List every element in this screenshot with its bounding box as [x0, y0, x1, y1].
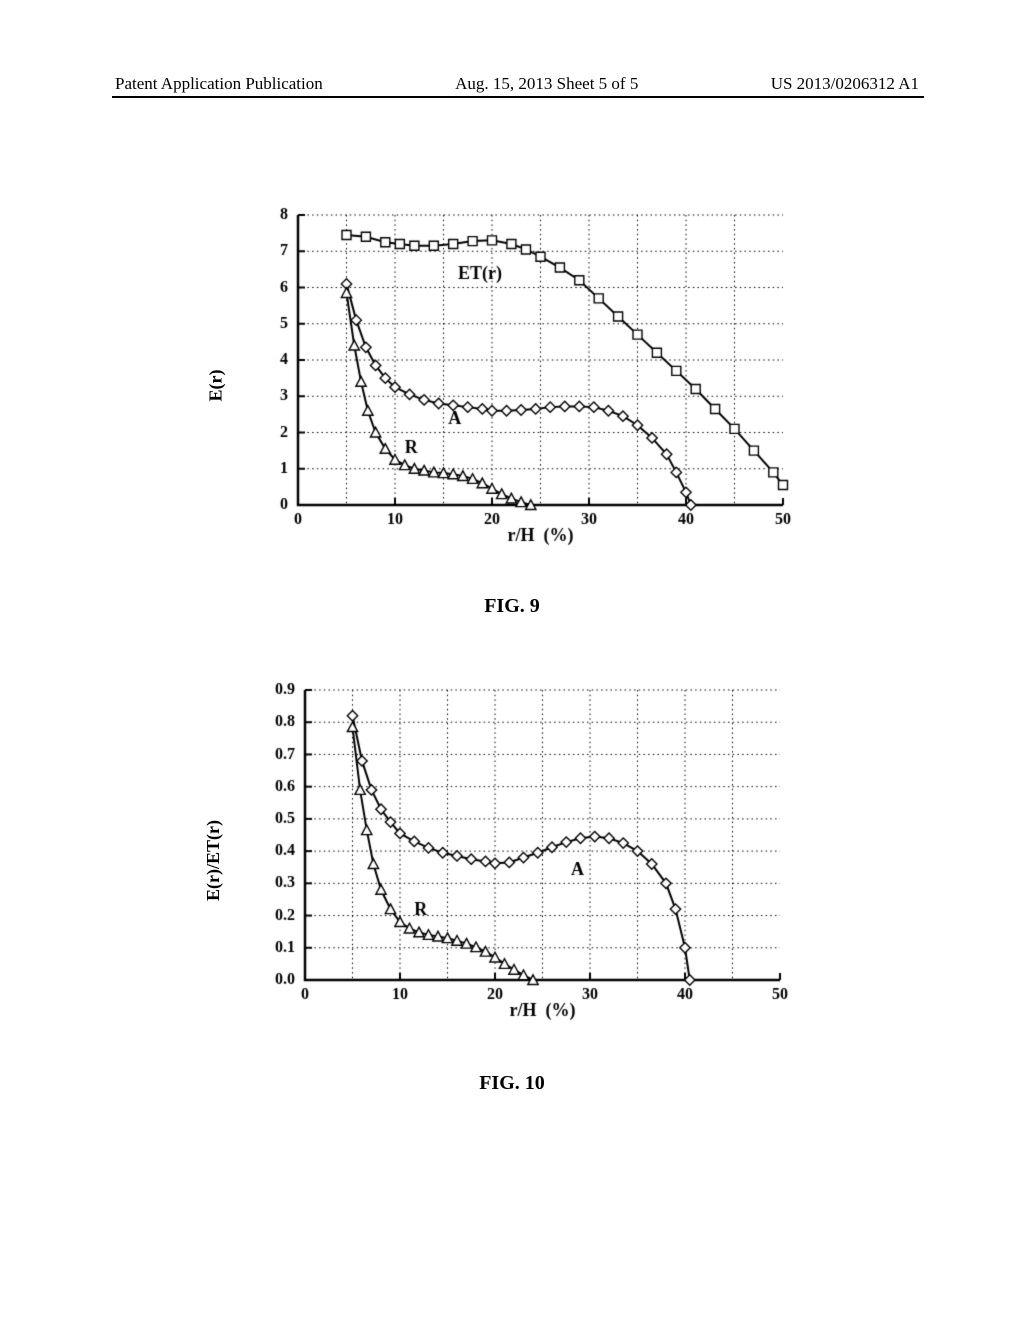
fig10-caption: FIG. 10	[0, 1072, 1024, 1095]
fig10-wrap: E(r)/ET(r)	[0, 680, 1024, 1025]
header-center: Aug. 15, 2013 Sheet 5 of 5	[455, 74, 638, 94]
fig9-caption: FIG. 9	[0, 595, 1024, 618]
fig9-chart	[225, 205, 800, 550]
header-divider	[112, 96, 924, 98]
fig9-ylabel: E(r)	[205, 370, 226, 402]
header-right: US 2013/0206312 A1	[771, 74, 919, 94]
fig9-wrap: E(r)	[0, 205, 1024, 550]
fig10-chart	[225, 680, 800, 1025]
page-header: Patent Application Publication Aug. 15, …	[0, 74, 1024, 94]
fig10-ylabel: E(r)/ET(r)	[203, 820, 224, 901]
header-left: Patent Application Publication	[115, 74, 323, 94]
